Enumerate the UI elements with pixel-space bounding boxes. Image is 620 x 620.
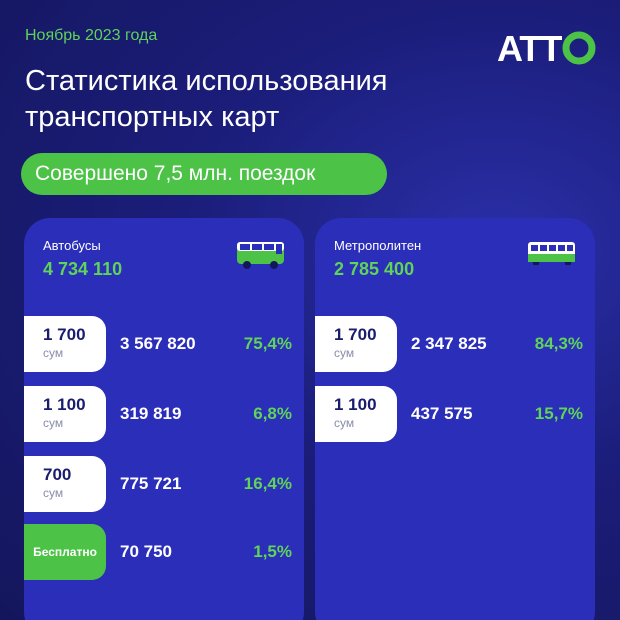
bus-row: 700 сум 775 721 16,4% bbox=[24, 456, 304, 512]
fare-badge: 1 700 сум bbox=[315, 316, 397, 372]
fare-unit: сум bbox=[43, 486, 64, 500]
fare-amount: 1 100 bbox=[334, 395, 377, 414]
trip-count: 775 721 bbox=[120, 474, 182, 493]
trip-percent: 75,4% bbox=[243, 334, 292, 353]
trip-percent: 16,4% bbox=[243, 474, 292, 493]
trip-count: 319 819 bbox=[120, 404, 182, 423]
fare-unit: сум bbox=[43, 416, 64, 430]
bus-row: 1 700 сум 3 567 820 75,4% bbox=[24, 316, 304, 372]
bus-card-label: Автобусы bbox=[43, 238, 101, 253]
trip-percent: 6,8% bbox=[253, 404, 292, 423]
report-date: Ноябрь 2023 года bbox=[25, 27, 158, 44]
page-title: Статистика использования транспортных ка… bbox=[25, 65, 388, 133]
fare-unit: сум bbox=[334, 416, 355, 430]
fare-badge: 700 сум bbox=[24, 456, 106, 512]
fare-badge: 1 700 сум bbox=[24, 316, 106, 372]
trip-percent: 1,5% bbox=[253, 542, 292, 561]
atto-logo: ATT bbox=[497, 28, 596, 68]
bus-total: 4 734 110 bbox=[43, 259, 123, 279]
trip-count: 3 567 820 bbox=[120, 334, 196, 353]
fare-badge: 1 100 сум bbox=[24, 386, 106, 442]
metro-row: 1 100 сум 437 575 15,7% bbox=[315, 386, 595, 442]
bus-row: Бесплатно 70 750 1,5% bbox=[24, 524, 304, 580]
fare-amount: 1 100 bbox=[43, 395, 86, 414]
svg-text:ATT: ATT bbox=[497, 28, 562, 68]
fare-unit: сум bbox=[334, 346, 355, 360]
fare-unit: сум bbox=[43, 346, 64, 360]
fare-amount: 700 bbox=[43, 465, 72, 484]
trip-count: 437 575 bbox=[411, 404, 473, 423]
trip-percent: 84,3% bbox=[534, 334, 583, 353]
fare-amount: 1 700 bbox=[43, 325, 86, 344]
fare-amount: 1 700 bbox=[334, 325, 377, 344]
metro-total: 2 785 400 bbox=[334, 259, 415, 279]
trip-percent: 15,7% bbox=[534, 404, 583, 423]
free-fare-badge: Бесплатно bbox=[24, 524, 106, 580]
bus-row: 1 100 сум 319 819 6,8% bbox=[24, 386, 304, 442]
metro-train-icon bbox=[528, 242, 575, 265]
trip-count: 70 750 bbox=[120, 542, 172, 561]
total-trips-badge: Совершено 7,5 млн. поездок bbox=[21, 153, 387, 195]
fare-badge: 1 100 сум bbox=[315, 386, 397, 442]
bus-card: Автобусы 4 734 110 1 700 сум 3 567 820 7… bbox=[24, 218, 304, 620]
trip-count: 2 347 825 bbox=[411, 334, 487, 353]
metro-row: 1 700 сум 2 347 825 84,3% bbox=[315, 316, 595, 372]
bus-icon bbox=[237, 242, 284, 269]
metro-card-label: Метрополитен bbox=[334, 238, 422, 253]
metro-card: Метрополитен 2 785 400 1 700 сум 2 347 8… bbox=[315, 218, 595, 620]
